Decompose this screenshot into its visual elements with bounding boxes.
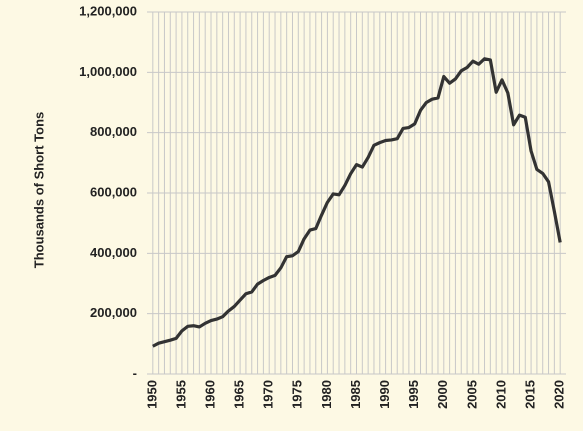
x-tick-label: 2000 (435, 380, 450, 409)
x-tick-label: 1975 (290, 380, 305, 409)
x-tick-label: 1995 (406, 380, 421, 409)
x-tick-label: 1965 (232, 380, 247, 409)
x-tick-label: 1980 (319, 380, 334, 409)
x-tick-label: 1990 (377, 380, 392, 409)
x-tick-label: 1960 (202, 380, 217, 409)
y-axis-label: Thousands of Short Tons (31, 112, 46, 268)
y-tick-label: 800,000 (90, 124, 137, 139)
x-tick-label: 1970 (261, 380, 276, 409)
data-line (152, 57, 562, 348)
y-tick-label: 400,000 (90, 245, 137, 260)
x-tick-label: 2005 (464, 380, 479, 409)
y-tick-label: - (133, 365, 137, 380)
x-tick-label: 2010 (493, 380, 508, 409)
x-tick-label: 1985 (348, 380, 363, 409)
y-tick-label: 200,000 (90, 305, 137, 320)
y-tick-label: 1,000,000 (79, 64, 137, 79)
x-tick-label: 1955 (173, 380, 188, 409)
y-tick-label: 600,000 (90, 184, 137, 199)
x-tick-label: 2020 (552, 380, 567, 409)
x-tick-label: 1950 (144, 380, 159, 409)
x-tick-label: 2015 (523, 380, 538, 409)
y-tick-label: 1,200,000 (79, 3, 137, 18)
